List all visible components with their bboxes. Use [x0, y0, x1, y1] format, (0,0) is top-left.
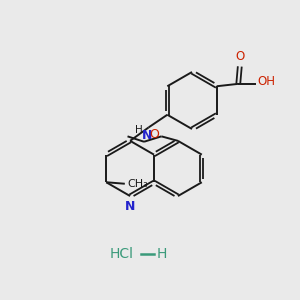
Text: N: N	[142, 128, 153, 142]
Text: OH: OH	[257, 75, 275, 88]
Text: H: H	[157, 247, 167, 260]
Text: CH₃: CH₃	[127, 179, 148, 189]
Text: HCl: HCl	[110, 247, 134, 260]
Text: O: O	[235, 50, 244, 64]
Text: N: N	[125, 200, 135, 213]
Text: O: O	[149, 128, 159, 141]
Text: H: H	[135, 125, 143, 135]
